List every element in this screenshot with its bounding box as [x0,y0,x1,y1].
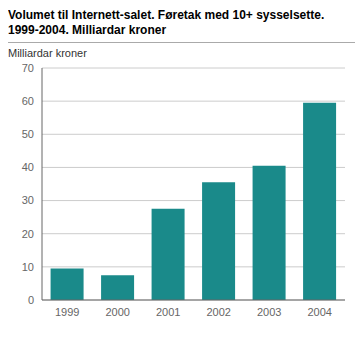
svg-text:2004: 2004 [308,306,332,318]
svg-text:40: 40 [22,161,34,173]
svg-text:2000: 2000 [106,306,130,318]
svg-text:50: 50 [22,128,34,140]
html-text:1999-2004. Milliardar kroner: 1999-2004. Milliardar kroner [8,23,167,37]
svg-text:0: 0 [28,294,34,306]
svg-text:70: 70 [22,62,34,74]
svg-text:2003: 2003 [257,306,281,318]
svg-text:20: 20 [22,228,34,240]
html-text:Milliardar kroner: Milliardar kroner [8,47,87,59]
svg-text:60: 60 [22,95,34,107]
svg-text:10: 10 [22,261,34,273]
svg-text:1999: 1999 [55,306,79,318]
html-text:Volumet til Internett-salet. F: Volumet til Internett-salet. Føretak med… [8,8,325,22]
svg-text:2001: 2001 [156,306,180,318]
svg-text:2002: 2002 [207,306,231,318]
svg-text:30: 30 [22,194,34,206]
